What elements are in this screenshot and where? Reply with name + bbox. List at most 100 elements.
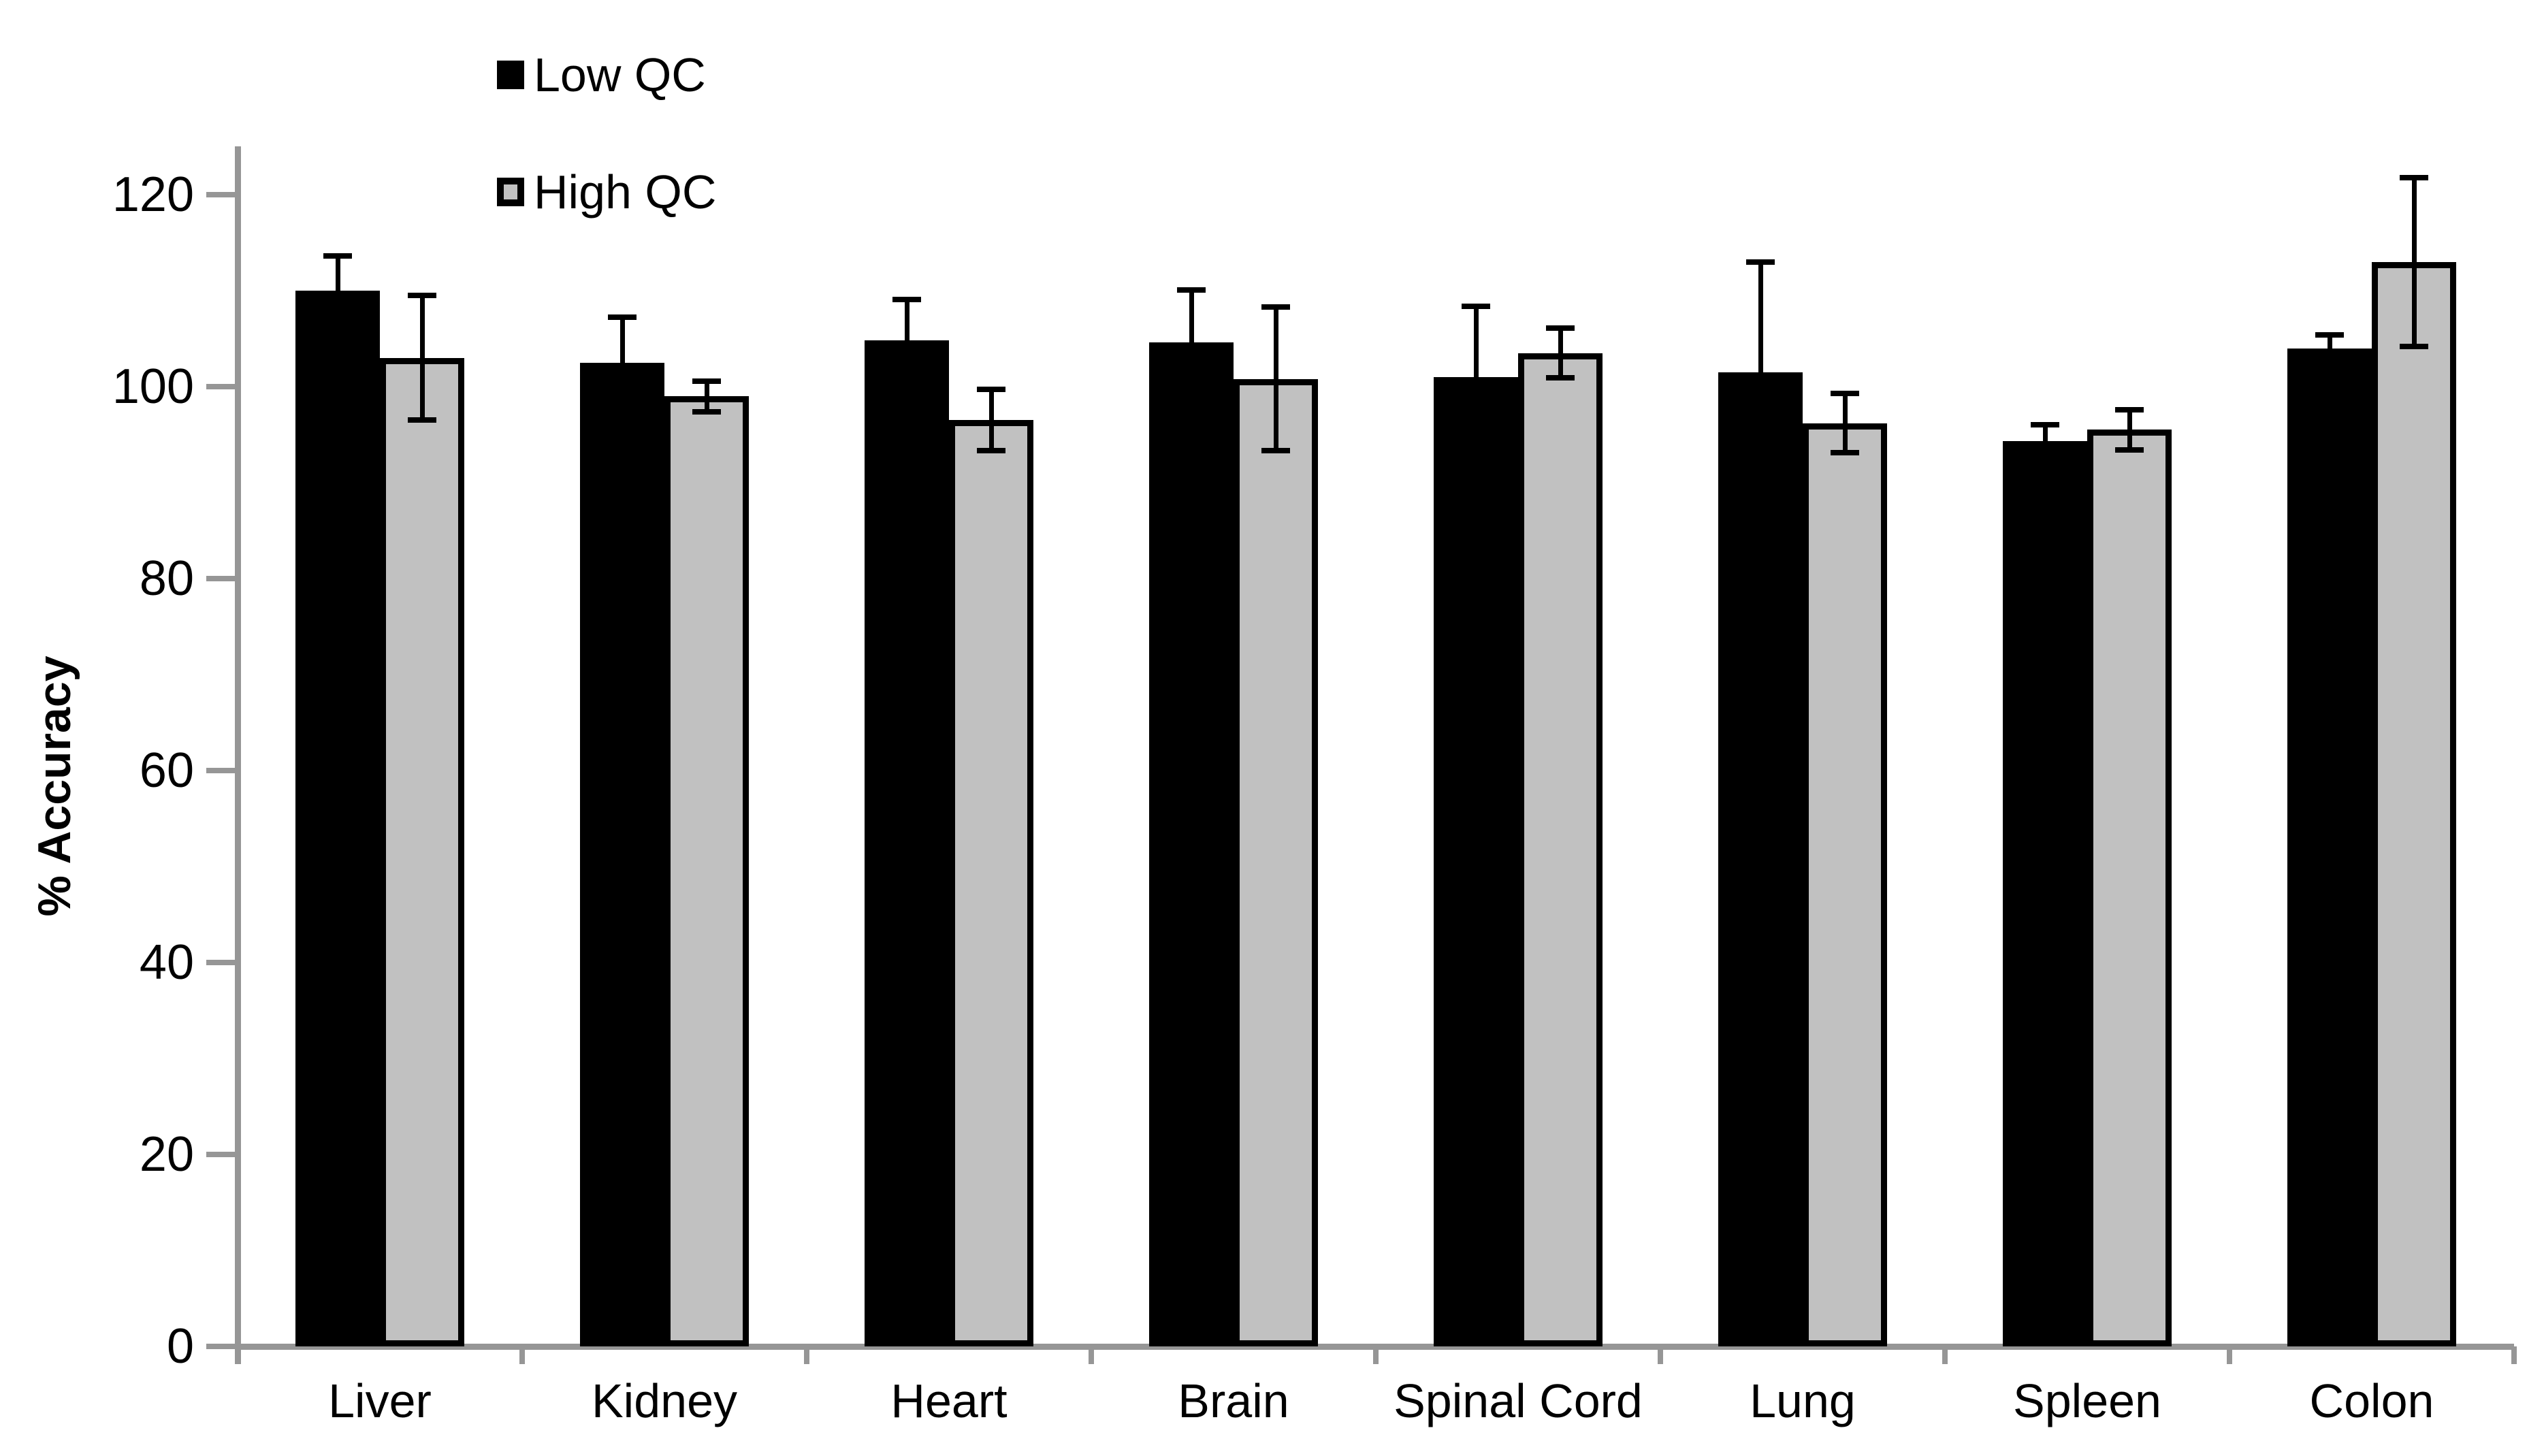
error-bar-stem-low-qc-brain: [1189, 290, 1194, 395]
legend-swatch-low-qc-icon: [497, 61, 524, 89]
error-bar-cap-top-high-qc-spleen: [2115, 407, 2144, 412]
bar-low-qc-colon: [2287, 349, 2372, 1346]
y-tick: [206, 384, 238, 389]
error-bar-cap-bottom-high-qc-spleen: [2115, 447, 2144, 453]
bar-high-qc-heart: [949, 420, 1033, 1346]
error-bar-cap-top-high-qc-heart: [977, 387, 1005, 392]
y-tick: [206, 576, 238, 581]
legend-swatch-high-qc-icon: [497, 178, 524, 206]
x-category-label-spleen: Spleen: [2013, 1374, 2161, 1427]
x-boundary-tick: [1942, 1346, 1948, 1364]
error-bar-cap-bottom-low-qc-liver: [323, 323, 352, 328]
legend-entry-low-qc: Low QC: [497, 48, 706, 101]
error-bar-cap-bottom-low-qc-spinal-cord: [1462, 445, 1490, 451]
error-bar-cap-top-high-qc-colon: [2400, 175, 2428, 180]
error-bar-cap-bottom-low-qc-heart: [892, 379, 921, 385]
bar-high-qc-lung: [1803, 423, 1887, 1346]
x-category-label-colon: Colon: [2309, 1374, 2434, 1427]
legend-label-high-qc: High QC: [534, 165, 717, 219]
bar-low-qc-lung: [1718, 372, 1803, 1346]
error-bar-cap-top-high-qc-brain: [1261, 304, 1290, 310]
error-bar-cap-top-high-qc-liver: [408, 293, 436, 298]
bar-high-qc-colon: [2372, 262, 2456, 1346]
y-tick-label: 120: [112, 167, 194, 222]
error-bar-cap-top-low-qc-lung: [1746, 259, 1775, 265]
x-boundary-tick: [2511, 1346, 2517, 1364]
error-bar-cap-bottom-low-qc-spleen: [2031, 455, 2059, 460]
bar-low-qc-spleen: [2003, 441, 2087, 1346]
legend-entry-high-qc: High QC: [497, 165, 717, 219]
y-tick: [206, 1152, 238, 1157]
bar-low-qc-spinal-cord: [1434, 377, 1518, 1346]
y-tick: [206, 768, 238, 773]
bar-high-qc-spleen: [2087, 430, 2172, 1346]
error-bar-stem-low-qc-spleen: [2043, 425, 2048, 457]
x-category-label-spinal-cord: Spinal Cord: [1394, 1374, 1643, 1427]
error-bar-cap-bottom-high-qc-colon: [2400, 344, 2428, 349]
error-bar-stem-low-qc-kidney: [620, 317, 625, 408]
error-bar-cap-top-low-qc-heart: [892, 297, 921, 302]
y-tick: [206, 1344, 238, 1349]
x-boundary-tick: [804, 1346, 809, 1364]
error-bar-cap-top-low-qc-spleen: [2031, 422, 2059, 427]
legend-label-low-qc: Low QC: [534, 48, 706, 101]
y-axis-line: [235, 146, 241, 1364]
bar-low-qc-brain: [1149, 342, 1234, 1346]
error-bar-cap-bottom-high-qc-brain: [1261, 448, 1290, 453]
y-tick-label: 40: [139, 935, 194, 990]
x-boundary-tick: [235, 1346, 240, 1364]
y-tick-label: 60: [139, 743, 194, 798]
x-category-label-lung: Lung: [1750, 1374, 1856, 1427]
bar-low-qc-liver: [295, 291, 380, 1346]
x-boundary-tick: [1658, 1346, 1663, 1364]
error-bar-stem-low-qc-colon: [2328, 335, 2332, 361]
bar-low-qc-heart: [865, 340, 949, 1346]
error-bar-stem-high-qc-kidney: [705, 381, 709, 412]
bar-high-qc-brain: [1234, 379, 1318, 1346]
error-bar-cap-bottom-high-qc-liver: [408, 417, 436, 423]
error-bar-stem-low-qc-lung: [1758, 262, 1763, 483]
error-bar-stem-low-qc-heart: [905, 300, 909, 382]
error-bar-cap-top-low-qc-liver: [323, 253, 352, 259]
error-bar-cap-top-low-qc-colon: [2315, 332, 2344, 338]
y-tick-label: 0: [166, 1319, 194, 1374]
x-category-label-heart: Heart: [890, 1374, 1008, 1427]
error-bar-cap-top-low-qc-spinal-cord: [1462, 304, 1490, 309]
bar-low-qc-kidney: [580, 363, 664, 1346]
error-bar-stem-high-qc-spinal-cord: [1558, 328, 1563, 378]
y-tick: [206, 960, 238, 965]
error-bar-cap-bottom-high-qc-spinal-cord: [1546, 375, 1575, 381]
error-bar-cap-bottom-high-qc-kidney: [692, 409, 721, 415]
bar-high-qc-spinal-cord: [1518, 353, 1603, 1346]
error-bar-cap-top-high-qc-kidney: [692, 378, 721, 384]
y-tick: [206, 192, 238, 197]
error-bar-cap-top-low-qc-brain: [1177, 287, 1206, 293]
x-boundary-tick: [519, 1346, 525, 1364]
x-boundary-tick: [1089, 1346, 1094, 1364]
error-bar-stem-low-qc-liver: [336, 256, 340, 325]
y-tick-label: 20: [139, 1127, 194, 1182]
bar-high-qc-kidney: [664, 396, 749, 1346]
error-bar-stem-high-qc-brain: [1274, 307, 1278, 451]
error-bar-stem-low-qc-spinal-cord: [1474, 306, 1479, 448]
error-bar-cap-top-low-qc-kidney: [608, 314, 637, 320]
x-category-label-liver: Liver: [328, 1374, 432, 1427]
error-bar-cap-top-high-qc-lung: [1831, 391, 1859, 396]
x-boundary-tick: [2227, 1346, 2232, 1364]
error-bar-stem-high-qc-colon: [2412, 178, 2417, 346]
error-bar-cap-bottom-low-qc-kidney: [608, 405, 637, 410]
error-bar-stem-high-qc-heart: [989, 389, 994, 451]
error-bar-cap-top-high-qc-spinal-cord: [1546, 325, 1575, 331]
error-bar-cap-bottom-high-qc-heart: [977, 448, 1005, 453]
error-bar-stem-high-qc-liver: [420, 295, 425, 420]
error-bar-cap-bottom-high-qc-lung: [1831, 450, 1859, 455]
x-category-label-brain: Brain: [1178, 1374, 1289, 1427]
error-bar-cap-bottom-low-qc-brain: [1177, 393, 1206, 398]
error-bar-cap-bottom-low-qc-colon: [2315, 359, 2344, 364]
x-category-label-kidney: Kidney: [591, 1374, 738, 1427]
error-bar-stem-high-qc-spleen: [2127, 410, 2132, 450]
y-tick-label: 100: [112, 359, 194, 414]
error-bar-stem-high-qc-lung: [1843, 393, 1848, 453]
x-boundary-tick: [1373, 1346, 1379, 1364]
y-tick-label: 80: [139, 551, 194, 606]
